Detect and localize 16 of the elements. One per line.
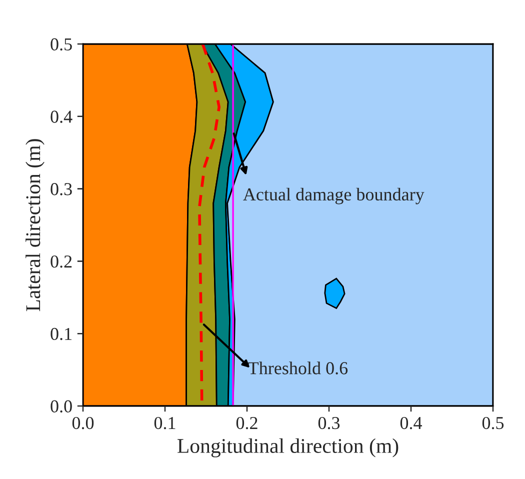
x-tick-label: 0.5 (482, 416, 504, 430)
annotation: Actual damage boundary (243, 188, 424, 204)
y-tick-label: 0.0 (50, 400, 72, 413)
annotation: Threshold 0.6 (248, 362, 348, 374)
y-tick-label: 0.5 (50, 38, 72, 51)
y-tick-label: 0.1 (50, 328, 72, 340)
x-tick-label: 0.4 (400, 416, 422, 430)
y-tick-label: 0.4 (50, 110, 72, 123)
x-tick-label: 0.0 (72, 416, 94, 430)
x-tick-label: 0.3 (318, 416, 340, 430)
y-axis-title: Lateral direction (m) (26, 139, 44, 312)
y-tick-label: 0.2 (50, 255, 72, 268)
x-axis-title: Longitudinal direction (m) (178, 438, 398, 458)
x-tick-label: 0.1 (154, 416, 176, 430)
x-tick-label: 0.2 (236, 416, 258, 430)
y-tick-label: 0.3 (50, 183, 72, 196)
